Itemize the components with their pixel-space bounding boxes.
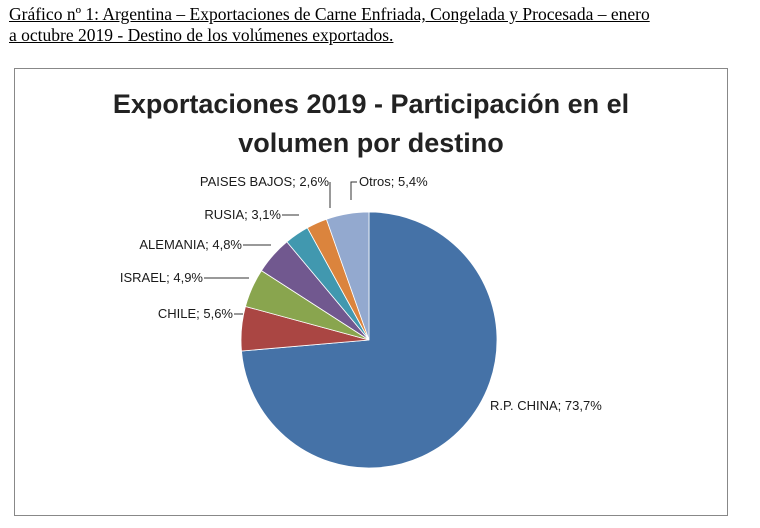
document-caption: Gráfico nº 1: Argentina – Exportaciones … — [9, 4, 751, 46]
pie-chart: Exportaciones 2019 - Participación en el… — [113, 89, 629, 469]
data-label-chile: CHILE; 5,6% — [158, 306, 234, 321]
pie-leader-lines — [204, 181, 357, 315]
data-label-alemania: ALEMANIA; 4,8% — [139, 237, 242, 252]
data-label-rusia: RUSIA; 3,1% — [204, 207, 281, 222]
pie-labels: R.P. CHINA; 73,7% CHILE; 5,6% ISRAEL; 4,9%… — [120, 174, 602, 413]
chart-title-line-1: Exportaciones 2019 - Participación en el — [113, 89, 629, 119]
chart-title-line-2: volumen por destino — [238, 128, 504, 158]
data-label-israel: ISRAEL; 4,9% — [120, 270, 204, 285]
caption-line-1: Gráfico nº 1: Argentina – Exportaciones … — [9, 4, 650, 24]
caption-line-2: a octubre 2019 - Destino de los volúmene… — [9, 25, 394, 45]
data-label-otros: Otros; 5,4% — [359, 174, 428, 189]
pie-slices — [240, 211, 498, 469]
data-label-paises-bajos: PAISES BAJOS; 2,6% — [200, 174, 330, 189]
pie-slice-otros — [325, 211, 370, 341]
data-label-r-p-china: R.P. CHINA; 73,7% — [490, 398, 602, 413]
leader-line-otros — [350, 181, 357, 200]
chart-frame: Exportaciones 2019 - Participación en el… — [14, 68, 728, 516]
